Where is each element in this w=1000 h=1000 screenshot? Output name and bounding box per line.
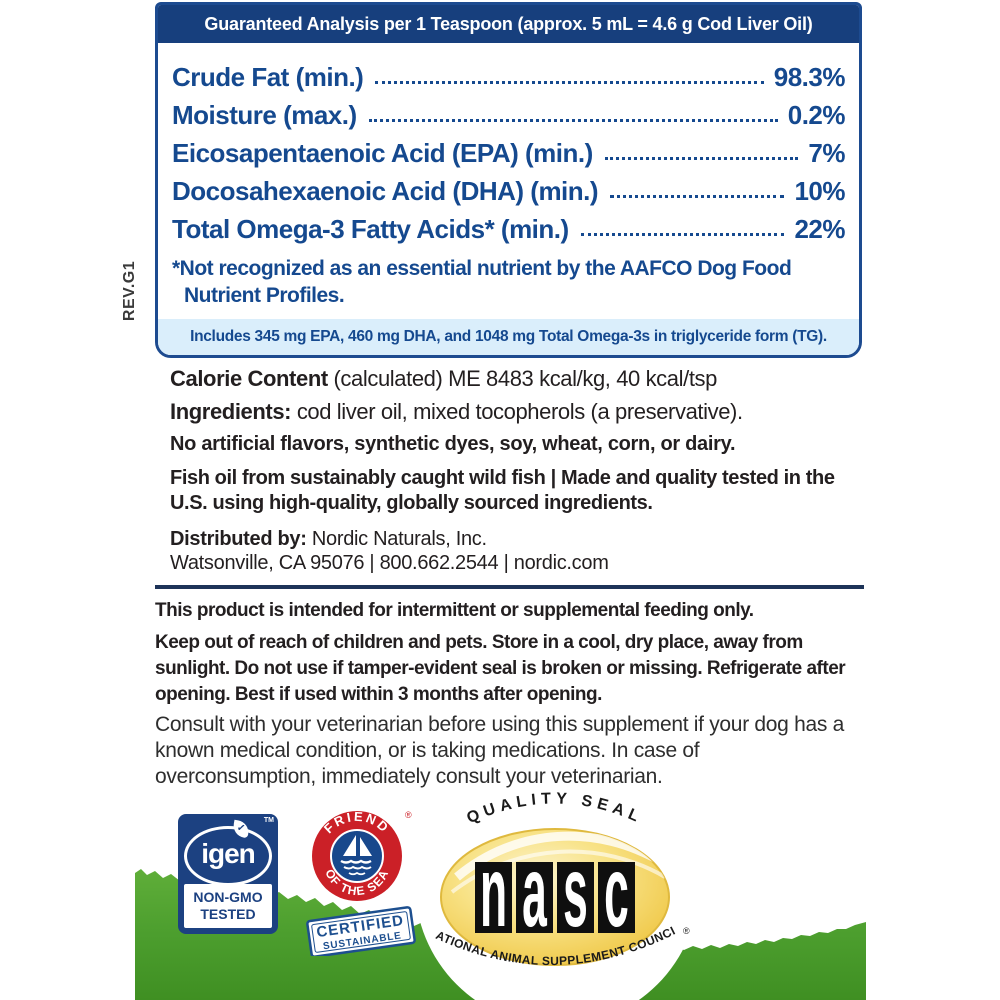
- nutrient-label: Crude Fat (min.): [172, 62, 364, 92]
- registered-symbol: ®: [405, 810, 412, 820]
- table-row: Crude Fat (min.) 98.3%: [172, 55, 846, 93]
- dot-leader: [610, 195, 785, 198]
- sailboat-icon: [340, 835, 372, 876]
- nasc-letter: n: [480, 837, 507, 948]
- igen-non-gmo-seal: TM igen ✓ NON-GMO TESTED: [178, 814, 278, 934]
- veterinarian-advisory: Consult with your veterinarian before us…: [155, 713, 844, 788]
- non-gmo-line: NON-GMO: [193, 889, 263, 905]
- calorie-content-line: Calorie Content (calculated) ME 8483 kca…: [170, 366, 864, 392]
- nutrient-value: 7%: [808, 138, 845, 168]
- guaranteed-analysis-table: Guaranteed Analysis per 1 Teaspoon (appr…: [155, 2, 862, 358]
- ingredients-value: cod liver oil, mixed tocopherols (a pres…: [291, 399, 743, 424]
- revision-code: REV.G1: [121, 260, 138, 322]
- nasc-top-arc-text: QUALITY SEAL: [464, 790, 645, 827]
- trademark-symbol: TM: [263, 817, 274, 824]
- nutrient-value: 10%: [794, 176, 845, 206]
- grass-illustration: [135, 869, 866, 1000]
- calorie-content-label: Calorie Content: [170, 366, 328, 391]
- registered-symbol: ®: [683, 926, 690, 936]
- table-row: Docosahexaenoic Acid (DHA) (min.) 10%: [172, 169, 845, 207]
- ingredients-line: Ingredients: cod liver oil, mixed tocoph…: [170, 399, 864, 425]
- leaf-check-icon: ✓: [231, 819, 251, 839]
- nutrient-value: 0.2%: [787, 100, 846, 130]
- feeding-statement: This product is intended for intermitten…: [155, 600, 754, 621]
- nutrient-label: Eicosapentaenoic Acid (EPA) (min.): [172, 138, 593, 168]
- no-artificial-statement: No artificial flavors, synthetic dyes, s…: [170, 433, 736, 455]
- nasc-quality-seal: QUALITY SEAL n a s c NATIONAL ANIMAL SUP…: [407, 742, 690, 968]
- storage-warning: Keep out of reach of children and pets. …: [155, 632, 846, 705]
- dot-leader: [375, 81, 764, 84]
- guaranteed-analysis-rows: Crude Fat (min.) 98.3% Moisture (max.) 0…: [158, 43, 859, 245]
- includes-band: Includes 345 mg EPA, 460 mg DHA, and 104…: [158, 319, 859, 355]
- distributed-by-value: Nordic Naturals, Inc.: [306, 528, 487, 550]
- nutrient-label: Docosahexaenoic Acid (DHA) (min.): [172, 176, 599, 206]
- fots-blue-disc: [330, 829, 384, 883]
- nasc-letter: a: [522, 837, 547, 948]
- nutrient-label: Moisture (max.): [172, 100, 357, 130]
- calorie-content-value: (calculated) ME 8483 kcal/kg, 40 kcal/ts…: [327, 366, 718, 391]
- igen-wordmark: igen: [201, 838, 256, 869]
- table-row: Total Omega-3 Fatty Acids* (min.) 22%: [172, 207, 845, 245]
- nasc-wordmark: n a s c: [475, 837, 635, 948]
- distributed-by-line: Distributed by: Nordic Naturals, Inc.: [170, 528, 864, 551]
- nutrient-value: 22%: [794, 214, 845, 244]
- section-divider: [155, 585, 864, 589]
- aafco-footnote: *Not recognized as an essential nutrient…: [172, 257, 792, 307]
- company-address-line: Watsonville, CA 95076 | 800.662.2544 | n…: [170, 552, 609, 574]
- nasc-letter: c: [604, 837, 629, 948]
- ingredients-label: Ingredients:: [170, 399, 292, 424]
- non-gmo-tested-box: NON-GMO TESTED: [184, 884, 272, 928]
- nutrient-label: Total Omega-3 Fatty Acids* (min.): [172, 214, 569, 244]
- igen-oval: igen ✓: [184, 819, 272, 886]
- table-row: Eicosapentaenoic Acid (EPA) (min.) 7%: [172, 131, 845, 169]
- table-row: Moisture (max.) 0.2%: [172, 93, 846, 131]
- certified-sustainable-stamp: CERTIFIED SUSTAINABLE: [306, 906, 416, 956]
- dot-leader: [604, 157, 799, 160]
- fish-oil-statement: Fish oil from sustainably caught wild fi…: [170, 467, 835, 514]
- dot-leader: [580, 233, 785, 236]
- nutrient-value: 98.3%: [773, 62, 846, 92]
- distributed-by-label: Distributed by:: [170, 528, 307, 550]
- tested-line: TESTED: [200, 906, 256, 922]
- friend-of-the-sea-seal: ® FRIEND OF THE SEA CERTIFIED SUSTAINABL…: [306, 809, 416, 956]
- nasc-letter: s: [563, 837, 588, 948]
- guaranteed-analysis-header: Guaranteed Analysis per 1 Teaspoon (appr…: [158, 5, 859, 43]
- dot-leader: [368, 119, 778, 122]
